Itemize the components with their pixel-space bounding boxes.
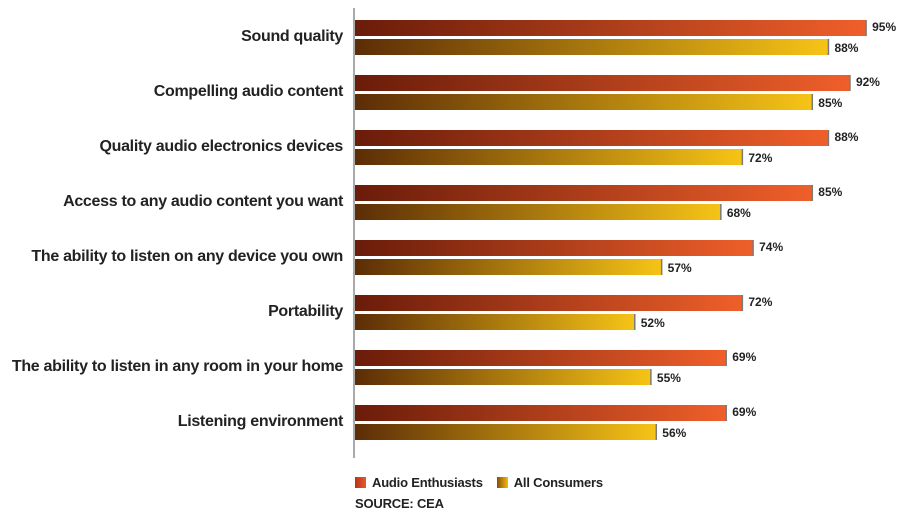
legend-item-all-consumers: All Consumers [496, 474, 603, 490]
data-label-audio-enthusiasts: 72% [748, 295, 772, 309]
data-label-all-consumers: 55% [657, 371, 681, 385]
legend-label-audio-enthusiasts: Audio Enthusiasts [372, 474, 483, 490]
category-label: The ability to listen in any room in you… [12, 358, 344, 375]
category-label: Quality audio electronics devices [99, 138, 343, 155]
category-label: Compelling audio content [154, 83, 344, 100]
data-label-all-consumers: 88% [834, 41, 858, 55]
legend-row: Audio Enthusiasts All Consumers [355, 473, 617, 491]
data-label-audio-enthusiasts: 92% [856, 75, 880, 89]
data-label-audio-enthusiasts: 74% [759, 240, 783, 254]
data-label-all-consumers: 68% [727, 206, 751, 220]
legend-label-all-consumers: All Consumers [513, 474, 603, 490]
bar-all-consumers [355, 39, 829, 55]
bar-chart: Sound quality 95% 88% Compelling audio cont… [12, 8, 896, 458]
data-label-audio-enthusiasts: 85% [818, 185, 842, 199]
bar-all-consumers [355, 259, 662, 275]
category-label: Access to any audio content you want [63, 193, 344, 210]
category-label: Listening environment [178, 413, 344, 430]
data-label-audio-enthusiasts: 69% [732, 350, 756, 364]
bar-audio-enthusiasts [355, 185, 813, 201]
legend-swatch-all-consumers [496, 476, 508, 488]
category-label: The ability to listen on any device you … [31, 248, 343, 265]
data-label-audio-enthusiasts: 69% [732, 405, 756, 419]
legend-swatch-audio-enthusiasts [355, 476, 366, 488]
bar-audio-enthusiasts [355, 350, 727, 366]
data-label-audio-enthusiasts: 95% [872, 20, 896, 34]
data-label-all-consumers: 72% [748, 151, 772, 165]
data-label-audio-enthusiasts: 88% [834, 130, 858, 144]
bar-audio-enthusiasts [355, 240, 754, 256]
bar-all-consumers [355, 369, 651, 385]
bar-all-consumers [355, 424, 657, 440]
bar-audio-enthusiasts [355, 295, 743, 311]
bar-audio-enthusiasts [355, 130, 829, 146]
legend: Audio Enthusiasts All Consumers SOURCE: … [355, 473, 617, 512]
data-label-all-consumers: 56% [662, 426, 686, 440]
category-label: Sound quality [241, 28, 343, 45]
bar-audio-enthusiasts [355, 20, 867, 36]
data-label-all-consumers: 57% [668, 261, 692, 275]
bar-all-consumers [355, 314, 635, 330]
data-label-all-consumers: 52% [641, 316, 665, 330]
legend-item-audio-enthusiasts: Audio Enthusiasts [355, 475, 483, 490]
source-note: SOURCE: CEA [355, 496, 444, 511]
data-label-all-consumers: 85% [818, 96, 842, 110]
bar-all-consumers [355, 149, 743, 165]
bar-all-consumers [355, 94, 813, 110]
bar-audio-enthusiasts [355, 75, 850, 91]
bar-all-consumers [355, 204, 721, 220]
category-label: Portability [268, 303, 343, 320]
bars-group: Sound quality 95% 88% Compelling audio cont… [12, 20, 896, 440]
bar-audio-enthusiasts [355, 405, 727, 421]
